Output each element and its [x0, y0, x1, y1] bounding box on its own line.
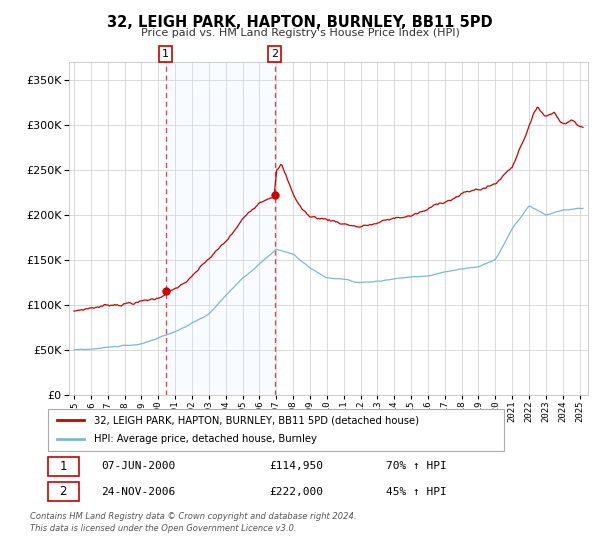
Text: Price paid vs. HM Land Registry's House Price Index (HPI): Price paid vs. HM Land Registry's House …: [140, 28, 460, 38]
Text: £222,000: £222,000: [270, 487, 324, 497]
Text: 70% ↑ HPI: 70% ↑ HPI: [386, 461, 446, 472]
Bar: [48, 482, 79, 501]
Text: Contains HM Land Registry data © Crown copyright and database right 2024.: Contains HM Land Registry data © Crown c…: [30, 512, 356, 521]
Bar: [48, 457, 79, 476]
Text: HPI: Average price, detached house, Burnley: HPI: Average price, detached house, Burn…: [94, 435, 316, 445]
Bar: [166, 62, 275, 395]
Text: 1: 1: [59, 460, 67, 473]
Text: 32, LEIGH PARK, HAPTON, BURNLEY, BB11 5PD (detached house): 32, LEIGH PARK, HAPTON, BURNLEY, BB11 5P…: [94, 415, 419, 425]
Text: 24-NOV-2006: 24-NOV-2006: [101, 487, 175, 497]
Text: £114,950: £114,950: [270, 461, 324, 472]
Text: 45% ↑ HPI: 45% ↑ HPI: [386, 487, 446, 497]
Text: This data is licensed under the Open Government Licence v3.0.: This data is licensed under the Open Gov…: [30, 524, 296, 533]
Text: 32, LEIGH PARK, HAPTON, BURNLEY, BB11 5PD: 32, LEIGH PARK, HAPTON, BURNLEY, BB11 5P…: [107, 15, 493, 30]
Text: 2: 2: [59, 485, 67, 498]
Text: 2: 2: [271, 49, 278, 59]
Text: 07-JUN-2000: 07-JUN-2000: [101, 461, 175, 472]
Text: 1: 1: [162, 49, 169, 59]
